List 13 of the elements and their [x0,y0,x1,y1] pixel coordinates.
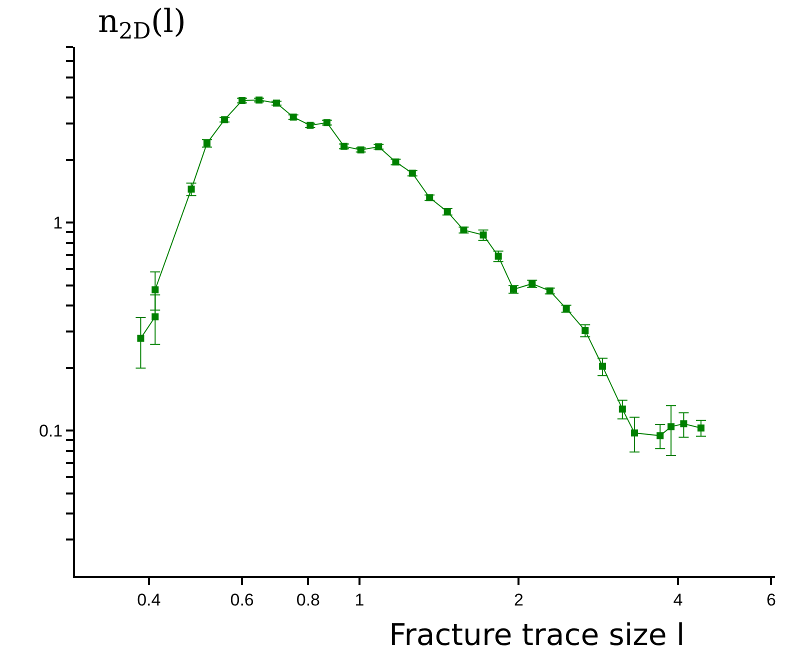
x-tick-label: 2 [514,590,524,610]
x-tick-label: 0.8 [296,590,320,610]
x-tick-label: 4 [673,590,683,610]
x-axis-title: Fracture trace size l [389,618,685,653]
x-tick-label: 0.4 [137,590,161,610]
x-tick-label: 0.6 [230,590,254,610]
point [152,313,159,320]
point [631,429,638,436]
y-axis-title: n$_{2D}$(l) [98,2,186,45]
y-tick-label: 0.1 [38,422,63,441]
x-tick-label: 6 [766,590,776,610]
x-tick-label: 1 [354,590,364,610]
point [137,334,144,342]
